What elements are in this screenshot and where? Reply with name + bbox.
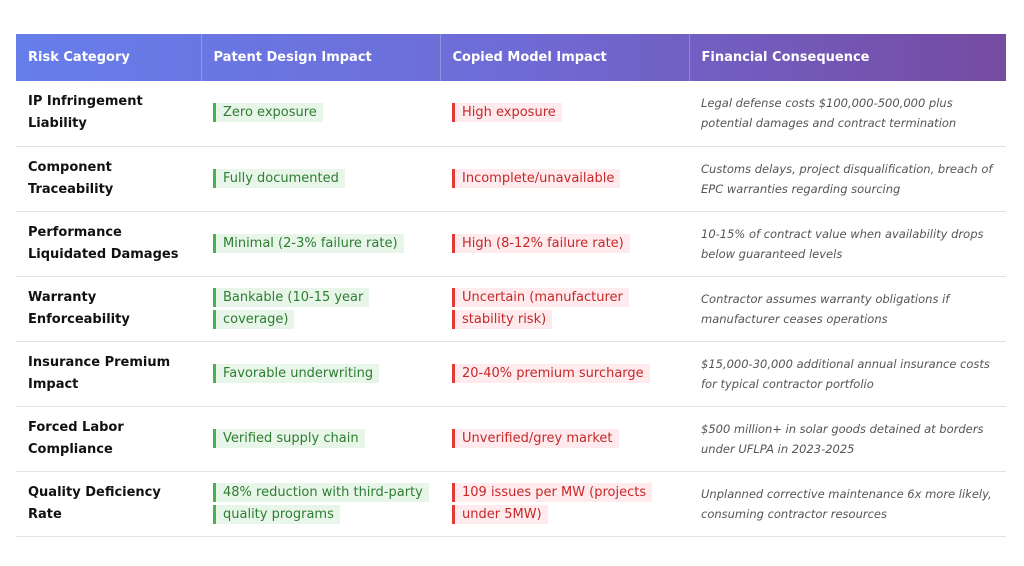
table-container: Risk Category Patent Design Impact Copied … xyxy=(16,34,1007,537)
patent-cell: Minimal (2-3% failure rate) xyxy=(201,211,440,277)
risk-category: Forced Labor Compliance xyxy=(16,406,201,472)
table-row: Performance Liquidated Damages Minimal (2… xyxy=(16,211,1006,277)
risk-category: Performance Liquidated Damages xyxy=(16,211,201,277)
risk-category: Insurance Premium Impact xyxy=(16,341,201,407)
risk-category: IP Infringement Liability xyxy=(16,81,201,147)
copied-cell: High exposure xyxy=(440,81,689,147)
copied-cell: High (8-12% failure rate) xyxy=(440,211,689,277)
header-cell: Patent Design Impact xyxy=(201,34,441,81)
patent-badge: Zero exposure xyxy=(213,103,323,123)
copied-cell: Uncertain (manufacturer stability risk) xyxy=(440,276,689,342)
copied-badge: Unverified/grey market xyxy=(452,428,619,448)
financial-consequence: Customs delays, project disqualification… xyxy=(689,146,1006,212)
financial-consequence: $500 million+ in solar goods detained at… xyxy=(689,406,1006,472)
patent-cell: Fully documented xyxy=(201,146,440,212)
patent-cell: Verified supply chain xyxy=(201,406,440,472)
patent-badge: Favorable underwriting xyxy=(213,363,380,383)
patent-badge: Bankable (10-15 year coverage) xyxy=(213,287,370,329)
table-row: IP Infringement Liability Zero exposure Hi… xyxy=(16,81,1006,147)
copied-badge: Uncertain (manufacturer stability risk) xyxy=(452,287,629,329)
risk-category: Quality Deficiency Rate xyxy=(16,471,201,537)
header-cell: Financial Consequence xyxy=(689,34,1007,81)
patent-badge: 48% reduction with third-party quality p… xyxy=(213,482,429,524)
patent-badge: Fully documented xyxy=(213,168,345,188)
patent-badge: Minimal (2-3% failure rate) xyxy=(213,233,404,253)
table-row: Forced Labor Compliance Verified supply c… xyxy=(16,406,1006,472)
copied-cell: 20-40% premium surcharge xyxy=(440,341,689,407)
copied-badge: 20-40% premium surcharge xyxy=(452,363,650,383)
patent-badge: Verified supply chain xyxy=(213,428,365,448)
risk-table: Risk Category Patent Design Impact Copied … xyxy=(16,34,1007,537)
copied-badge: High exposure xyxy=(452,103,562,123)
copied-badge: Incomplete/unavailable xyxy=(452,168,621,188)
copied-badge: 109 issues per MW (projects under 5MW) xyxy=(452,482,653,524)
financial-consequence: Contractor assumes warranty obligations … xyxy=(689,276,1006,342)
copied-cell: Unverified/grey market xyxy=(440,406,689,472)
table-row: Insurance Premium Impact Favorable underw… xyxy=(16,341,1006,407)
header-row: Risk Category Patent Design Impact Copied … xyxy=(16,34,1007,81)
header-cell: Risk Category xyxy=(16,34,202,81)
financial-consequence: $15,000-30,000 additional annual insuran… xyxy=(689,341,1006,407)
financial-consequence: Legal defense costs $100,000-500,000 plu… xyxy=(689,81,1006,147)
table-row: Warranty Enforceability Bankable (10-15 y… xyxy=(16,276,1006,342)
copied-badge: High (8-12% failure rate) xyxy=(452,233,630,253)
patent-cell: Bankable (10-15 year coverage) xyxy=(201,276,440,342)
financial-consequence: Unplanned corrective maintenance 6x more… xyxy=(689,471,1006,537)
table-row: Quality Deficiency Rate 48% reduction wit… xyxy=(16,471,1006,537)
copied-cell: Incomplete/unavailable xyxy=(440,146,689,212)
risk-category: Component Traceability xyxy=(16,146,201,212)
table-row: Component Traceability Fully documented In… xyxy=(16,146,1006,212)
table-body: IP Infringement Liability Zero exposure Hi… xyxy=(16,81,1006,537)
patent-cell: Favorable underwriting xyxy=(201,341,440,407)
copied-cell: 109 issues per MW (projects under 5MW) xyxy=(440,471,689,537)
risk-category: Warranty Enforceability xyxy=(16,276,201,342)
table-header: Risk Category Patent Design Impact Copied … xyxy=(16,34,1007,81)
patent-cell: 48% reduction with third-party quality p… xyxy=(201,471,440,537)
header-cell: Copied Model Impact xyxy=(440,34,690,81)
patent-cell: Zero exposure xyxy=(201,81,440,147)
financial-consequence: 10-15% of contract value when availabili… xyxy=(689,211,1006,277)
